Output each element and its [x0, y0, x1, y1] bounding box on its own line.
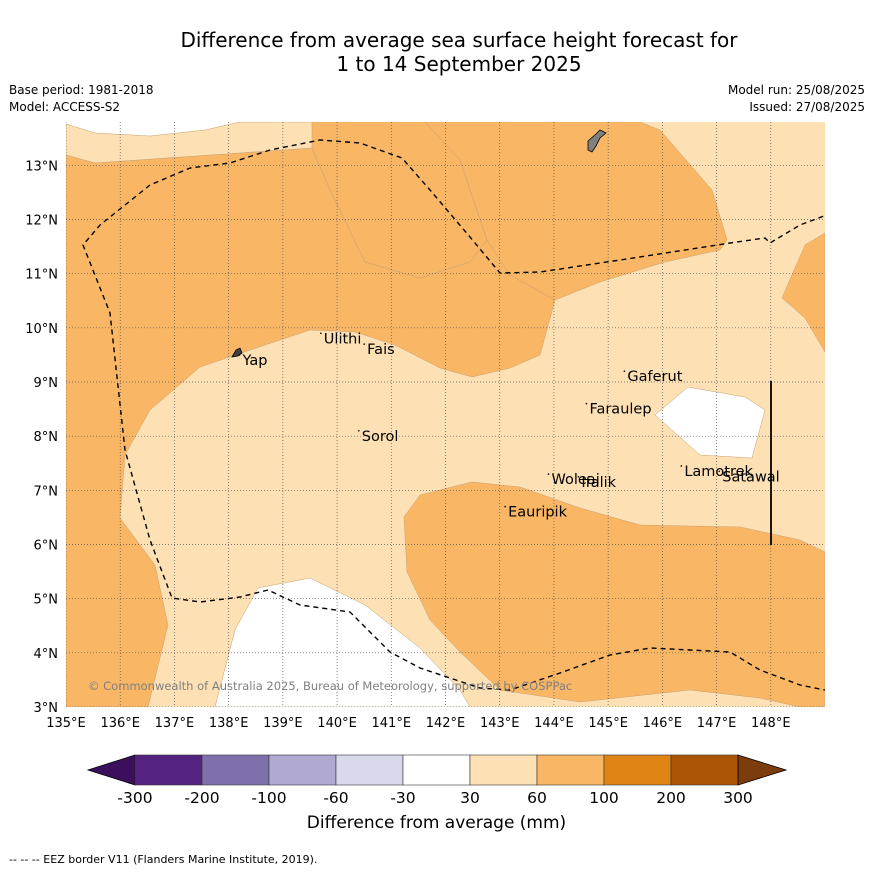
lat-tick-label: 4°N	[34, 647, 59, 662]
place-label: Ifalik	[581, 475, 616, 491]
colorbar-tick-label: -200	[184, 789, 219, 807]
base-period: Base period: 1981-2018	[9, 83, 154, 97]
colorbar-tick-label: -300	[117, 789, 152, 807]
anomaly-band-below-30-south	[214, 577, 471, 707]
island-marker	[238, 354, 241, 356]
colorbar-title: Difference from average (mm)	[306, 813, 567, 833]
lat-tick-label: 11°N	[25, 268, 58, 283]
colorbar-segment	[201, 754, 270, 786]
lon-tick-label: 136°E	[100, 716, 140, 731]
model-name: Model: ACCESS-S2	[9, 100, 121, 114]
colorbar-segment	[670, 754, 739, 786]
place-label: Fais	[367, 342, 394, 358]
colorbar-segment	[469, 754, 538, 786]
anomaly-band-60-100-east	[781, 232, 825, 353]
place-label: Woleai	[552, 472, 600, 488]
footnote: -- -- -- EEZ border V11 (Flanders Marine…	[9, 853, 318, 866]
colorbar-tick-label: -60	[323, 789, 348, 807]
island-marker	[623, 370, 626, 372]
anomaly-band-below-30-east	[654, 386, 766, 459]
guam-island	[587, 129, 607, 153]
lat-tick-label: 10°N	[25, 322, 58, 337]
lat-tick-label: 9°N	[34, 376, 59, 391]
lon-tick-label: 139°E	[263, 716, 303, 731]
lat-tick-label: 6°N	[34, 539, 59, 554]
anomaly-band-60-100-south	[403, 481, 825, 707]
colorbar-tick-label: 100	[589, 789, 619, 807]
colorbar-segment	[536, 754, 605, 786]
place-labels: Yap Ulithi Fais Gaferut Faraulep Sorol WoleaiI…	[238, 331, 780, 521]
colorbar-tick-label: 30	[460, 789, 480, 807]
lon-tick-label: 148°E	[751, 716, 791, 731]
title-line-1: Difference from average sea surface heig…	[180, 28, 738, 52]
island-marker	[718, 470, 721, 473]
lon-tick-label: 146°E	[643, 716, 683, 731]
issued-date: Issued: 27/08/2025	[749, 100, 865, 114]
place-label: Satawal	[722, 469, 779, 485]
lat-tick-label: 7°N	[34, 484, 59, 499]
colorbar-tick-label: -30	[390, 789, 415, 807]
lon-tick-label: 142°E	[426, 716, 466, 731]
map-area	[66, 122, 825, 707]
lon-tick-label: 143°E	[480, 716, 520, 731]
colorbar-tick-label: 300	[723, 789, 753, 807]
island-marker	[363, 343, 365, 345]
colorbar-tick-label: 60	[527, 789, 547, 807]
lat-tick-label: 5°N	[34, 593, 59, 608]
axis-labels: 135°E 136°E 137°E 138°E 139°E 140°E 141°E 142°E…	[25, 159, 790, 731]
lon-tick-label: 135°E	[46, 716, 86, 731]
place-label: Ulithi	[324, 331, 362, 347]
place-label: Eauripik	[508, 505, 567, 521]
island-marker	[504, 505, 506, 508]
meta-left: Base period: 1981-2018 Model: ACCESS-S2	[9, 82, 154, 116]
colorbar-tick-label: 200	[656, 789, 686, 807]
lat-tick-label: 12°N	[25, 214, 58, 229]
island-marker	[357, 429, 360, 432]
colorbar-extend-high	[737, 754, 788, 786]
colorbar-segment	[134, 754, 203, 786]
anomaly-band-below-30-north-corner	[66, 122, 240, 136]
place-label: Faraulep	[589, 402, 651, 418]
island-marker	[320, 332, 322, 335]
lat-tick-label: 8°N	[34, 430, 59, 445]
model-run: Model run: 25/08/2025	[727, 83, 865, 97]
graticule	[66, 122, 825, 707]
lon-tick-label: 145°E	[588, 716, 628, 731]
lon-tick-label: 140°E	[317, 716, 357, 731]
place-label: Sorol	[362, 429, 399, 445]
lat-tick-label: 3°N	[34, 701, 59, 716]
place-label: Gaferut	[627, 369, 682, 385]
colorbar-segment	[335, 754, 404, 786]
colorbar-tick-label: -100	[251, 789, 286, 807]
chart-title: Difference from average sea surface heig…	[0, 28, 873, 76]
island-marker	[680, 465, 683, 467]
colorbar-segment	[603, 754, 672, 786]
eez-border	[82, 139, 825, 691]
title-line-2: 1 to 14 September 2025	[336, 52, 582, 76]
lon-tick-label: 147°E	[697, 716, 737, 731]
colorbar: -300 -200 -100 -60 -30 30 60 100 200 300	[86, 754, 788, 807]
anomaly-band-30-60-north-corner	[66, 122, 313, 164]
lon-tick-label: 144°E	[534, 716, 574, 731]
colorbar-segment	[268, 754, 337, 786]
copyright-text: © Commonwealth of Australia 2025, Bureau…	[88, 679, 572, 693]
island-marker	[585, 402, 588, 405]
lon-tick-label: 141°E	[372, 716, 412, 731]
lon-tick-label: 137°E	[155, 716, 195, 731]
place-label: Yap	[241, 353, 267, 369]
lon-tick-label: 138°E	[209, 716, 249, 731]
colorbar-extend-low	[86, 754, 136, 786]
island-marker	[577, 475, 580, 478]
colorbar-segment	[402, 754, 471, 786]
lat-tick-label: 13°N	[25, 159, 58, 174]
anomaly-band-60-100-west	[66, 147, 556, 707]
island-marker	[547, 473, 550, 475]
meta-right: Model run: 25/08/2025 Issued: 27/08/2025	[728, 82, 865, 116]
